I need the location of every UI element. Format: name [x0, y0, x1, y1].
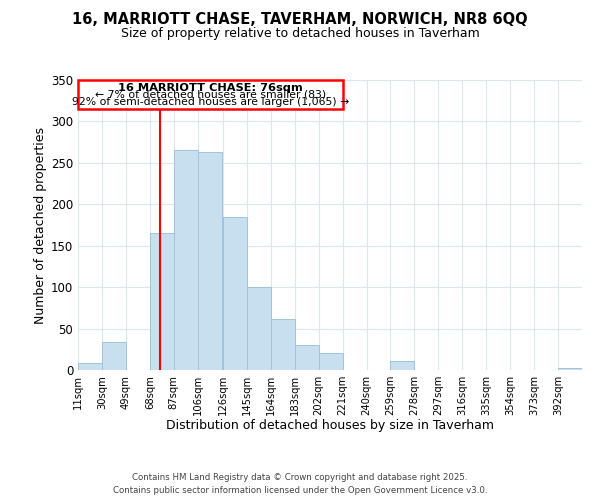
- Text: Size of property relative to detached houses in Taverham: Size of property relative to detached ho…: [121, 28, 479, 40]
- Bar: [174, 150, 198, 370]
- Bar: [247, 287, 271, 370]
- Text: ← 7% of detached houses are smaller (83): ← 7% of detached houses are smaller (83): [95, 90, 326, 100]
- Bar: [391, 361, 415, 370]
- Bar: [78, 362, 102, 370]
- Text: Contains public sector information licensed under the Open Government Licence v3: Contains public sector information licen…: [113, 486, 487, 495]
- Text: 16, MARRIOTT CHASE, TAVERHAM, NORWICH, NR8 6QQ: 16, MARRIOTT CHASE, TAVERHAM, NORWICH, N…: [72, 12, 528, 28]
- Bar: [223, 216, 247, 370]
- Bar: [271, 318, 295, 370]
- Bar: [150, 234, 174, 370]
- Bar: [102, 342, 126, 370]
- Text: 16 MARRIOTT CHASE: 76sqm: 16 MARRIOTT CHASE: 76sqm: [118, 84, 302, 94]
- Text: 92% of semi-detached houses are larger (1,065) →: 92% of semi-detached houses are larger (…: [71, 96, 349, 106]
- Y-axis label: Number of detached properties: Number of detached properties: [34, 126, 47, 324]
- Bar: [295, 345, 319, 370]
- Bar: [198, 152, 221, 370]
- FancyBboxPatch shape: [78, 80, 343, 109]
- Bar: [558, 368, 582, 370]
- Text: Contains HM Land Registry data © Crown copyright and database right 2025.: Contains HM Land Registry data © Crown c…: [132, 472, 468, 482]
- X-axis label: Distribution of detached houses by size in Taverham: Distribution of detached houses by size …: [166, 420, 494, 432]
- Bar: [319, 354, 343, 370]
